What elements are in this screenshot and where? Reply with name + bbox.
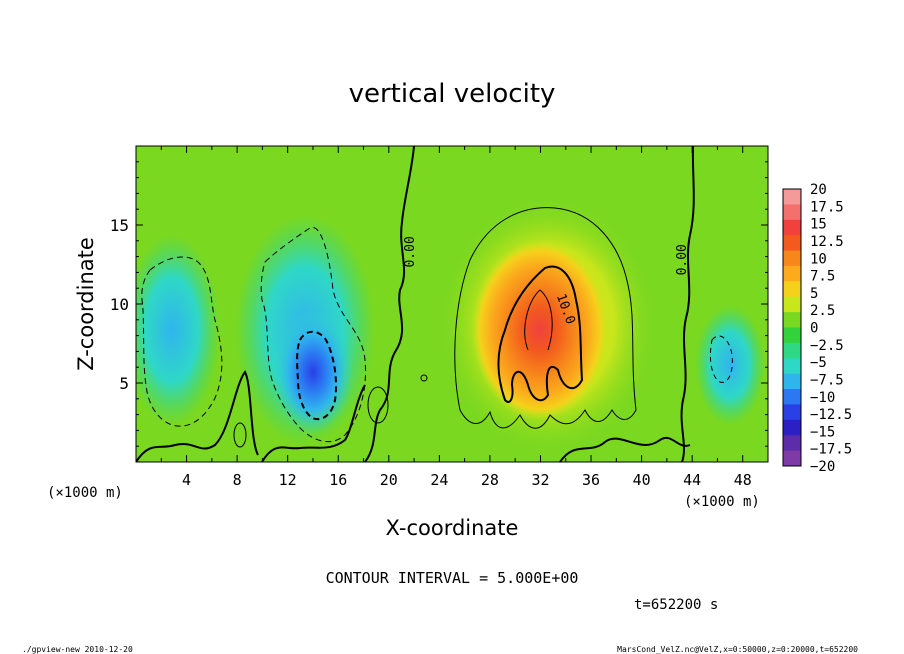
contour-small-pos-1 xyxy=(233,422,247,448)
contour-neg-five-left xyxy=(141,256,223,427)
colorbar-swatch xyxy=(783,419,801,436)
x-tick-label: 36 xyxy=(582,471,600,489)
colorbar-label: −5 xyxy=(810,355,827,371)
x-tick-label: 28 xyxy=(481,471,499,489)
x-tick-label: 8 xyxy=(233,471,242,489)
colorbar-label: 0 xyxy=(810,321,818,337)
colorbar-label: 17.5 xyxy=(810,199,844,215)
footer-left: ./gpview-new 2010-12-20 xyxy=(22,645,133,654)
colorbar-swatch xyxy=(783,389,801,405)
colorbar-label: −20 xyxy=(810,459,835,475)
colorbar-swatch xyxy=(783,219,801,236)
x-axis-label: X-coordinate xyxy=(386,516,519,540)
colorbar-label: 15 xyxy=(810,217,827,233)
colorbar-swatch xyxy=(783,296,801,313)
colorbar-swatch xyxy=(783,450,801,467)
colorbar-swatch xyxy=(783,358,801,375)
colorbar-swatch xyxy=(783,373,801,390)
contour-neg-ten xyxy=(296,330,337,420)
colorbar-swatch xyxy=(783,281,801,298)
contour-ten xyxy=(497,265,584,404)
colorbar-label: −10 xyxy=(810,390,835,406)
contour-small-pos-2 xyxy=(367,386,389,424)
y-tick-label: 10 xyxy=(110,295,129,314)
colorbar-label: −17.5 xyxy=(810,442,852,458)
contour-zero-bottom xyxy=(136,370,691,462)
y-tick-label: 15 xyxy=(110,216,129,235)
x-tick-label: 44 xyxy=(683,471,701,489)
y-axis-label: Z-coordinate xyxy=(74,237,98,371)
x-unit-right: (×1000 m) xyxy=(684,494,760,510)
contour-label: 0.00 xyxy=(403,236,418,267)
x-axis-ticks: 4 8 12 16 20 24 28 32 36 40 44 48 xyxy=(160,146,752,489)
y-tick-label: 5 xyxy=(119,374,129,393)
contour-interval: CONTOUR INTERVAL = 5.000E+00 xyxy=(326,569,579,587)
contour-neg-five-center xyxy=(260,226,367,443)
colorbar-label: 12.5 xyxy=(810,234,844,250)
colorbar-swatch xyxy=(783,342,801,359)
colorbar-swatch xyxy=(783,404,801,421)
colorbar-frame xyxy=(782,188,802,467)
colorbar-label: −15 xyxy=(810,424,835,440)
colorbar-swatch xyxy=(783,312,801,328)
downdraft-right xyxy=(695,305,765,425)
colorbar-swatch xyxy=(783,204,801,221)
x-tick-label: 24 xyxy=(430,471,448,489)
colorbar-swatch xyxy=(783,327,801,344)
contour-neg-small-right xyxy=(709,335,733,383)
x-tick-label: 16 xyxy=(329,471,347,489)
colorbar-swatch xyxy=(783,435,801,452)
x-tick-label: 4 xyxy=(182,471,191,489)
contour-small-pos-3 xyxy=(420,374,428,382)
colorbar-label: −2.5 xyxy=(810,338,844,354)
x-tick-label: 20 xyxy=(380,471,398,489)
x-tick-label: 40 xyxy=(633,471,651,489)
y-axis-ticks: 5 10 15 xyxy=(110,161,768,447)
colorbar-swatch xyxy=(783,235,801,252)
x-tick-label: 12 xyxy=(279,471,297,489)
time-stamp: t=652200 s xyxy=(634,597,718,613)
colorbar-label: 2.5 xyxy=(810,303,835,319)
colorbar-swatch xyxy=(783,250,801,267)
downdraft-center xyxy=(273,310,353,434)
contour-zero-left xyxy=(364,146,415,462)
colorbar-swatch xyxy=(783,265,801,282)
contour-ten-inner xyxy=(524,289,553,351)
colorbar-label: 10 xyxy=(810,251,827,267)
contour-zero-right xyxy=(680,146,695,462)
colorbar-label: −7.5 xyxy=(810,372,844,388)
colorbar-label: 5 xyxy=(810,286,818,302)
chart-title: vertical velocity xyxy=(349,79,556,109)
downdraft-left xyxy=(136,235,220,425)
contour-label: 0.00 xyxy=(675,244,690,275)
colorbar-swatch xyxy=(783,189,801,205)
colorbar-label: 7.5 xyxy=(810,269,835,285)
footer-right: MarsCond_VelZ.nc@VelZ,x=0:50000,z=0:2000… xyxy=(617,645,858,654)
contour-five xyxy=(454,207,637,429)
x-tick-label: 32 xyxy=(531,471,549,489)
updraft-core xyxy=(472,240,608,420)
colorbar-label: 20 xyxy=(810,182,827,198)
velocity-field xyxy=(136,146,768,462)
x-unit-left: (×1000 m) xyxy=(47,485,123,501)
colorbar-label: −12.5 xyxy=(810,407,852,423)
x-tick-label: 48 xyxy=(734,471,752,489)
